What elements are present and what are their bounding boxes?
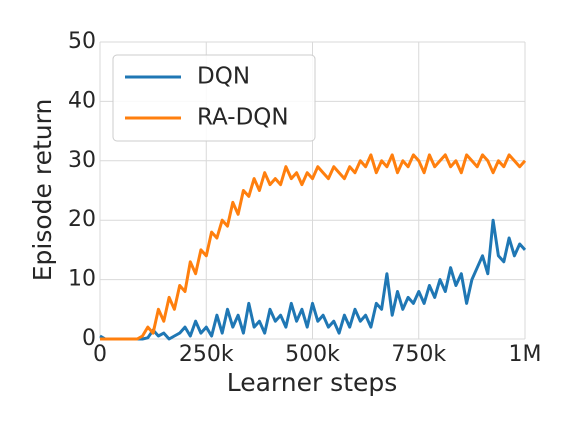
x-tick-label: 0 <box>93 342 107 367</box>
x-tick-label: 250k <box>179 342 234 367</box>
y-tick-label: 30 <box>68 148 96 173</box>
legend-label: RA-DQN <box>197 105 289 131</box>
data-line <box>100 153 527 341</box>
x-tick-label: 750k <box>391 342 446 367</box>
y-tick-label: 40 <box>68 88 96 113</box>
legend-label: DQN <box>197 64 250 90</box>
x-tick-label: 1M <box>509 342 542 367</box>
data-line <box>99 218 527 341</box>
y-tick-label: 0 <box>82 326 96 351</box>
y-tick-label: 20 <box>68 207 96 232</box>
y-tick-label: 50 <box>68 29 96 54</box>
x-tick-label: 500k <box>285 342 340 367</box>
y-tick-label: 10 <box>68 267 96 292</box>
x-axis-label: Learner steps <box>227 368 398 397</box>
y-axis-label: Episode return <box>28 99 57 282</box>
